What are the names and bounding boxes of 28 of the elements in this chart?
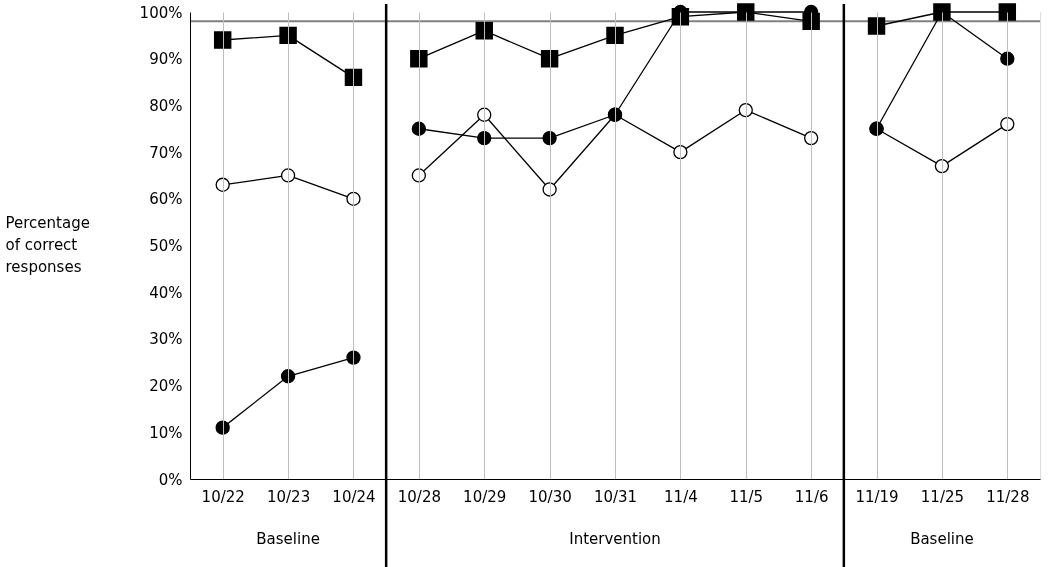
- x-tick-label: 11/19: [855, 487, 899, 506]
- y-axis-title: Percentage of correct responses: [5, 213, 90, 276]
- y-tick-label: 10%: [149, 423, 183, 442]
- y-tick-label: 100%: [139, 3, 183, 22]
- x-tick-label: 11/6: [794, 487, 829, 506]
- x-tick-label: 10/31: [593, 487, 638, 506]
- y-tick-label: 70%: [149, 143, 183, 162]
- y-tick-label: 0%: [158, 470, 183, 489]
- y-tick-label: 50%: [149, 237, 183, 255]
- band-label: Baseline: [910, 530, 974, 548]
- x-tick-label: 10/23: [266, 487, 311, 506]
- x-tick-label: 11/4: [664, 487, 698, 506]
- x-tick-label: 11/28: [986, 487, 1030, 506]
- y-tick-label: 20%: [149, 377, 183, 396]
- y-tick-label: 60%: [149, 190, 183, 209]
- x-tick-label: 10/28: [397, 487, 441, 506]
- band-label: Baseline: [256, 530, 320, 548]
- y-tick-label: 90%: [149, 50, 183, 69]
- x-tick-label: 10/29: [463, 487, 507, 506]
- x-tick-label: 10/30: [528, 487, 572, 506]
- x-tick-label: 10/22: [201, 487, 245, 506]
- y-tick-label: 30%: [149, 330, 183, 349]
- y-tick-label: 80%: [149, 96, 183, 115]
- x-tick-label: 11/25: [920, 487, 965, 506]
- band-label: Intervention: [569, 530, 661, 548]
- x-tick-label: 10/24: [332, 487, 376, 506]
- x-tick-label: 11/5: [729, 487, 764, 506]
- y-tick-label: 40%: [149, 283, 183, 302]
